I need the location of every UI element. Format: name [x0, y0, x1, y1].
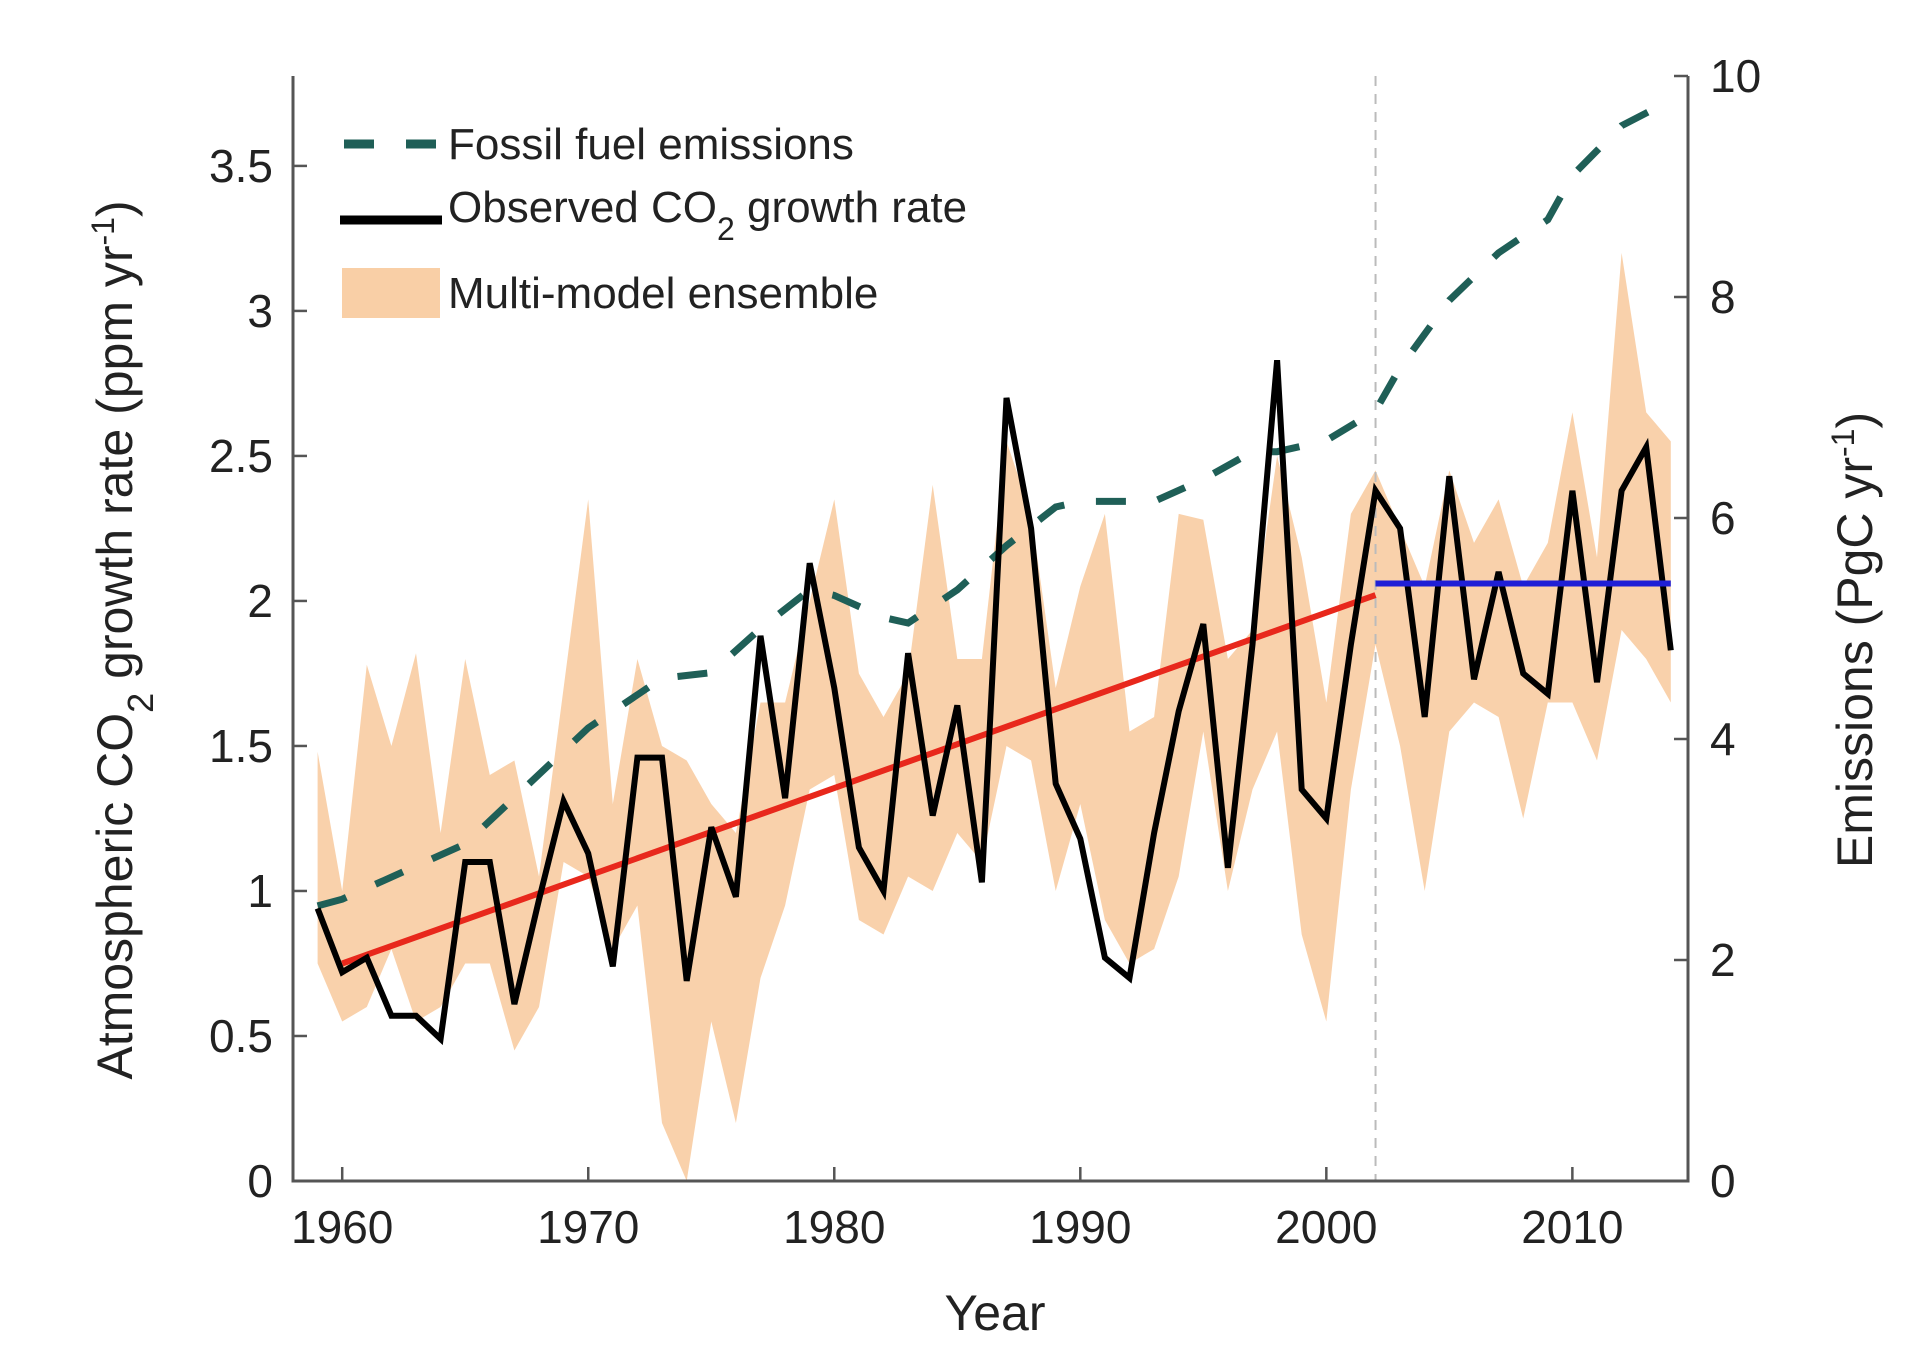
y-tick-label-right: 0 — [1710, 1155, 1736, 1207]
x-tick-label: 2000 — [1275, 1201, 1377, 1253]
y-tick-label-left: 0.5 — [209, 1010, 273, 1062]
legend-label-observed: Observed CO2 growth rate — [448, 183, 967, 247]
legend-swatch-band — [342, 268, 440, 318]
legend-label-ensemble: Multi-model ensemble — [448, 269, 878, 318]
y-tick-label-right: 6 — [1710, 492, 1736, 544]
x-tick-label: 1980 — [783, 1201, 885, 1253]
y-tick-label-left: 2.5 — [209, 430, 273, 482]
y-tick-label-left: 0 — [247, 1155, 273, 1207]
ensemble-band — [317, 252, 1671, 1181]
x-tick-label: 2010 — [1521, 1201, 1623, 1253]
fossil-fuel-emissions-line — [316, 97, 1673, 910]
y-tick-label-left: 3 — [247, 285, 273, 337]
trend-line-red — [341, 592, 1377, 967]
x-tick-label: 1970 — [537, 1201, 639, 1253]
x-axis-title: Year — [944, 1285, 1045, 1341]
legend: Fossil fuel emissions Observed CO2 growt… — [340, 120, 967, 318]
y-tick-label-right: 4 — [1710, 713, 1736, 765]
legend-item-fossil-fuel: Fossil fuel emissions — [344, 120, 854, 169]
y-axis-title-left: Atmospheric CO2 growth rate (ppm yr-1) — [85, 200, 161, 1079]
legend-item-ensemble: Multi-model ensemble — [342, 268, 878, 318]
y-tick-label-left: 1 — [247, 865, 273, 917]
y-tick-label-right: 10 — [1710, 50, 1761, 102]
x-tick-label: 1960 — [291, 1201, 393, 1253]
observed-co2-line — [314, 359, 1674, 1046]
y-tick-label-left: 3.5 — [209, 140, 273, 192]
ensemble-band-layer — [317, 252, 1671, 1181]
y-tick-label-left: 2 — [247, 575, 273, 627]
axes-layer: 1960 1970 1980 1990 2000 201000.511.522.533.5… — [209, 50, 1761, 1253]
series-layer — [314, 97, 1674, 1046]
y-axis-title-right: Emissions (PgC yr-1) — [1825, 412, 1883, 868]
x-tick-label: 1990 — [1029, 1201, 1131, 1253]
y-tick-label-left: 1.5 — [209, 720, 273, 772]
y-tick-label-right: 2 — [1710, 934, 1736, 986]
legend-label-fossil-fuel: Fossil fuel emissions — [448, 120, 854, 169]
legend-item-observed: Observed CO2 growth rate — [340, 183, 967, 247]
y-tick-label-right: 8 — [1710, 271, 1736, 323]
